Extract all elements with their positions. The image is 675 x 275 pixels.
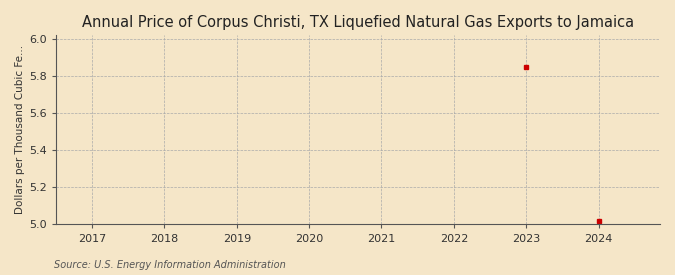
- Title: Annual Price of Corpus Christi, TX Liquefied Natural Gas Exports to Jamaica: Annual Price of Corpus Christi, TX Lique…: [82, 15, 634, 30]
- Y-axis label: Dollars per Thousand Cubic Fe...: Dollars per Thousand Cubic Fe...: [15, 45, 25, 214]
- Text: Source: U.S. Energy Information Administration: Source: U.S. Energy Information Administ…: [54, 260, 286, 270]
